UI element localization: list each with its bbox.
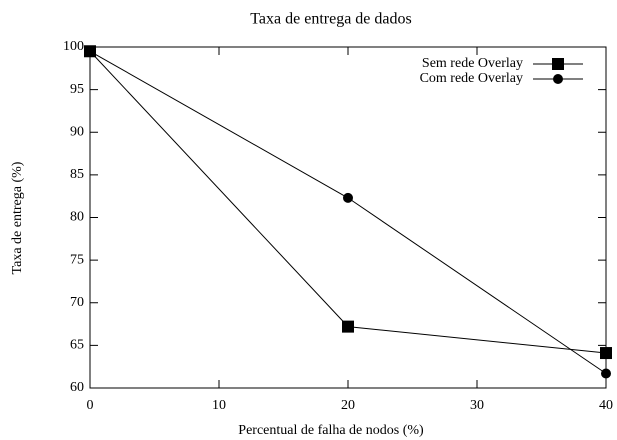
y-axis-label: Taxa de entrega (%): [10, 161, 25, 274]
plot-border: [89, 46, 607, 389]
legend-marker: [552, 58, 564, 70]
x-tick-label: 10: [212, 398, 226, 413]
y-tick-label: 95: [70, 82, 84, 97]
y-tick-label: 80: [70, 210, 84, 225]
marker: [85, 46, 95, 57]
marker: [600, 347, 612, 360]
y-tick-label: 85: [70, 167, 84, 182]
y-tick-label: 75: [70, 252, 84, 267]
marker: [601, 368, 611, 379]
y-tick-label: 100: [63, 39, 84, 54]
y-tick-label: 90: [70, 124, 84, 139]
x-tick-label: 40: [599, 398, 613, 413]
legend-marker: [553, 74, 563, 84]
legend-label: Sem rede Overlay: [422, 56, 523, 71]
x-tick-label: 30: [470, 398, 484, 413]
y-tick-label: 70: [70, 295, 84, 310]
x-tick-label: 20: [341, 398, 355, 413]
marker: [342, 320, 354, 333]
x-axis-label: Percentual de falha de nodos (%): [238, 423, 424, 438]
y-tick-label: 65: [70, 338, 84, 353]
chart-title: Taxa de entrega de dados: [250, 11, 411, 28]
marker: [343, 192, 353, 203]
y-tick-label: 60: [70, 380, 84, 395]
x-tick-label: 0: [87, 398, 94, 413]
legend-label: Com rede Overlay: [420, 71, 523, 86]
